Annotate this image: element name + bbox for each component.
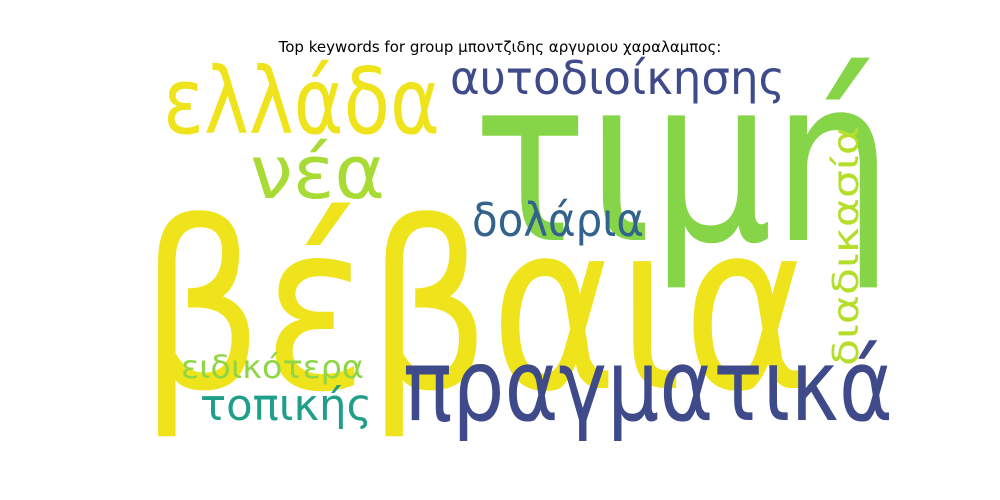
word-ellada: ελλάδα [163,48,440,155]
word-diadikasia: διαδικασία [826,126,867,366]
word-vevaia: βέβαια [140,173,810,443]
figure-title: Top keywords for group μποντζιδης αργυρι… [278,38,722,56]
word-pragmatika: πραγματικά [403,327,893,444]
word-eidikotera: ειδικότερα [181,348,364,386]
word-timi: τιμή [473,28,893,294]
word-topikis: τοπικής [200,380,372,431]
word-nea: νέα [250,130,385,216]
word-aftodioikisis: αυτοδιοίκησης [450,51,785,105]
word-dolaria: δολάρια [472,193,644,247]
